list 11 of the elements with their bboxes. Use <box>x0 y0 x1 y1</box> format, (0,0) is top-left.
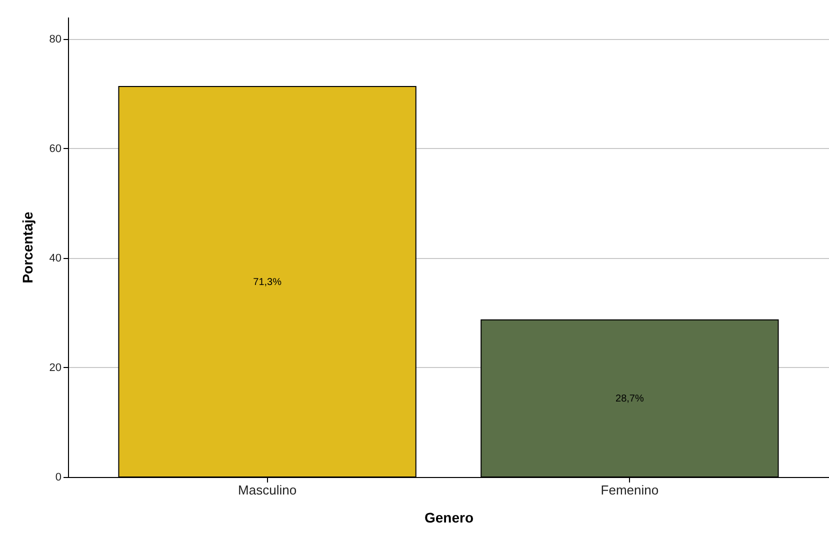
data-label: 71,3% <box>253 276 282 288</box>
x-axis-title: Genero <box>424 510 474 526</box>
y-axis-title: Porcentaje <box>19 211 36 284</box>
y-tick-label: 40 <box>49 252 62 264</box>
y-tick-label: 80 <box>49 33 62 46</box>
data-label: 28,7% <box>616 393 644 404</box>
y-tick-label: 0 <box>55 472 62 484</box>
x-tick-label: Femenino <box>600 482 659 498</box>
y-tick-label: 60 <box>49 142 62 155</box>
x-tick-label: Masculino <box>238 482 297 498</box>
y-tick-label: 20 <box>49 362 62 374</box>
